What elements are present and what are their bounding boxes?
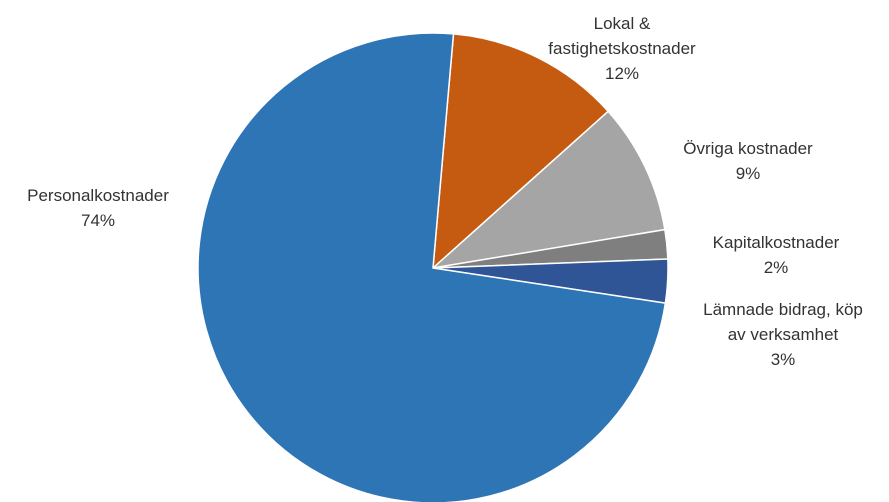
data-label-ovriga-kostnader: Övriga kostnader 9% — [683, 139, 813, 183]
pie-slice-ovriga-kostnader — [430, 110, 666, 270]
pie-labels: Lokal & fastighetskostnader 12% Övriga kost… — [27, 14, 863, 369]
data-label-lamnade-bidrag-kop-av-verksamhet: Lämnade bidrag, köp av verksamhet 3% — [703, 300, 863, 369]
data-label-kapitalkostnader: Kapitalkostnader 2% — [713, 233, 840, 277]
pie-slices — [197, 32, 669, 502]
data-label-lokal-fastighetskostnader: Lokal & fastighetskostnader 12% — [548, 14, 696, 83]
pie-slice-personalkostnader — [197, 32, 667, 502]
pie-slice-lokal-fastighetskostnader — [432, 33, 610, 270]
data-label-personalkostnader: Personalkostnader 74% — [27, 186, 169, 230]
